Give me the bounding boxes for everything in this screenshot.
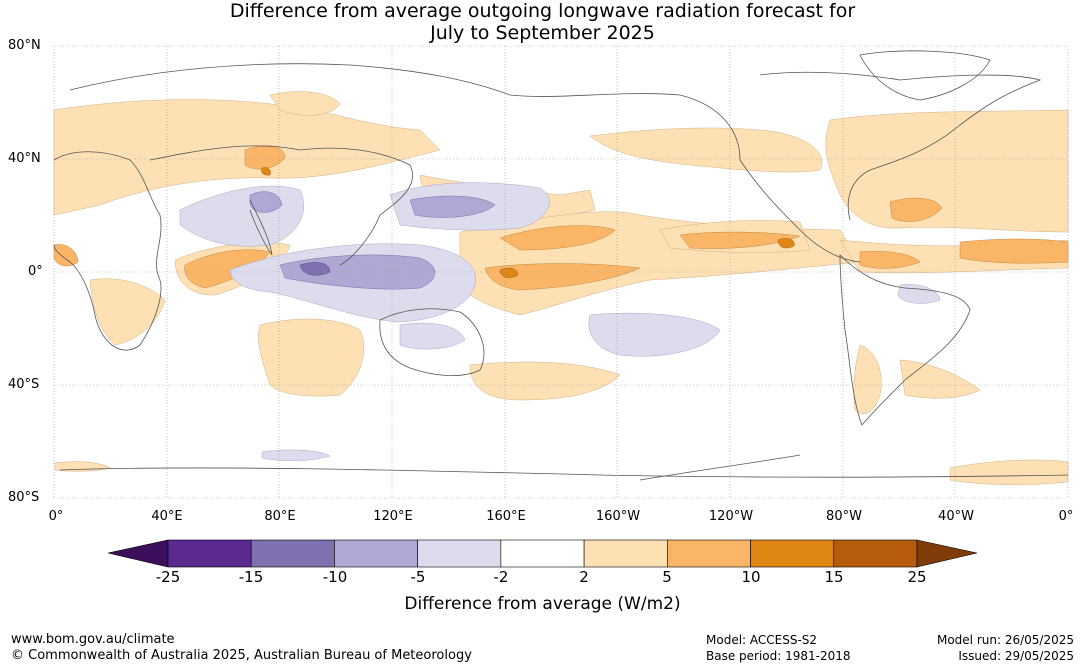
map-title-line-1: Difference from average outgoing longwav… [229, 0, 856, 22]
footer-model: Model: ACCESS-S2 [706, 633, 818, 647]
lon-label-40w: 40°W [938, 509, 974, 524]
colorbar-label: 15 [824, 568, 844, 586]
colorbar-high-extension [916, 539, 978, 568]
lat-label-40s: 40°S [8, 377, 40, 392]
lon-label-40e: 40°E [151, 509, 183, 524]
colorbar-cell [833, 539, 918, 568]
lat-label-80s: 80°S [8, 490, 40, 505]
lon-label-0-west: 0° [48, 509, 64, 524]
colorbar [107, 539, 978, 568]
colorbar-label: -10 [322, 568, 348, 586]
moderate-positive-anomaly-areas [53, 145, 1069, 291]
colorbar-cell [750, 539, 835, 568]
colorbar-label: -15 [238, 568, 264, 586]
lon-label-80e: 80°E [264, 509, 296, 524]
lat-label-40n: 40°N [8, 151, 41, 166]
colorbar-title: Difference from average (W/m2) [404, 594, 681, 614]
colorbar-label: 25 [907, 568, 927, 586]
map-title-line-2: July to September 2025 [430, 22, 655, 44]
colorbar-cell [167, 539, 252, 568]
strong-positive-anomaly-areas [261, 167, 795, 278]
footer-copyright: © Commonwealth of Australia 2025, Austra… [11, 648, 472, 663]
lat-label-80n: 80°N [8, 38, 41, 53]
footer-model-run: Model run: 26/05/2025 [936, 633, 1074, 647]
colorbar-cell [583, 539, 668, 568]
colorbar-label: -2 [493, 568, 509, 586]
graticule [53, 45, 1069, 499]
coastlines [53, 50, 1069, 481]
colorbar-cell [417, 539, 502, 568]
colorbar-cell [500, 539, 585, 568]
colorbar-label: -5 [410, 568, 426, 586]
colorbar-label: 2 [579, 568, 589, 586]
lon-label-160w: 160°W [595, 509, 641, 524]
colorbar-cell [250, 539, 335, 568]
lon-label-80w: 80°W [826, 509, 862, 524]
colorbar-label: 10 [741, 568, 761, 586]
colorbar-label: 5 [662, 568, 672, 586]
lon-label-120w: 120°W [708, 509, 754, 524]
colorbar-low-extension [107, 539, 169, 568]
footer-website: www.bom.gov.au/climate [11, 632, 175, 647]
footer-base-period: Base period: 1981-2018 [706, 649, 851, 663]
lon-label-160e: 160°E [486, 509, 526, 524]
lat-label-0: 0° [28, 264, 43, 279]
lon-label-0-east: 0° [1058, 509, 1074, 524]
footer-issued: Issued: 29/05/2025 [958, 649, 1074, 663]
colorbar-label: -25 [155, 568, 181, 586]
colorbar-cell [334, 539, 418, 568]
colorbar-cell [667, 539, 751, 568]
lon-label-120e: 120°E [373, 509, 413, 524]
